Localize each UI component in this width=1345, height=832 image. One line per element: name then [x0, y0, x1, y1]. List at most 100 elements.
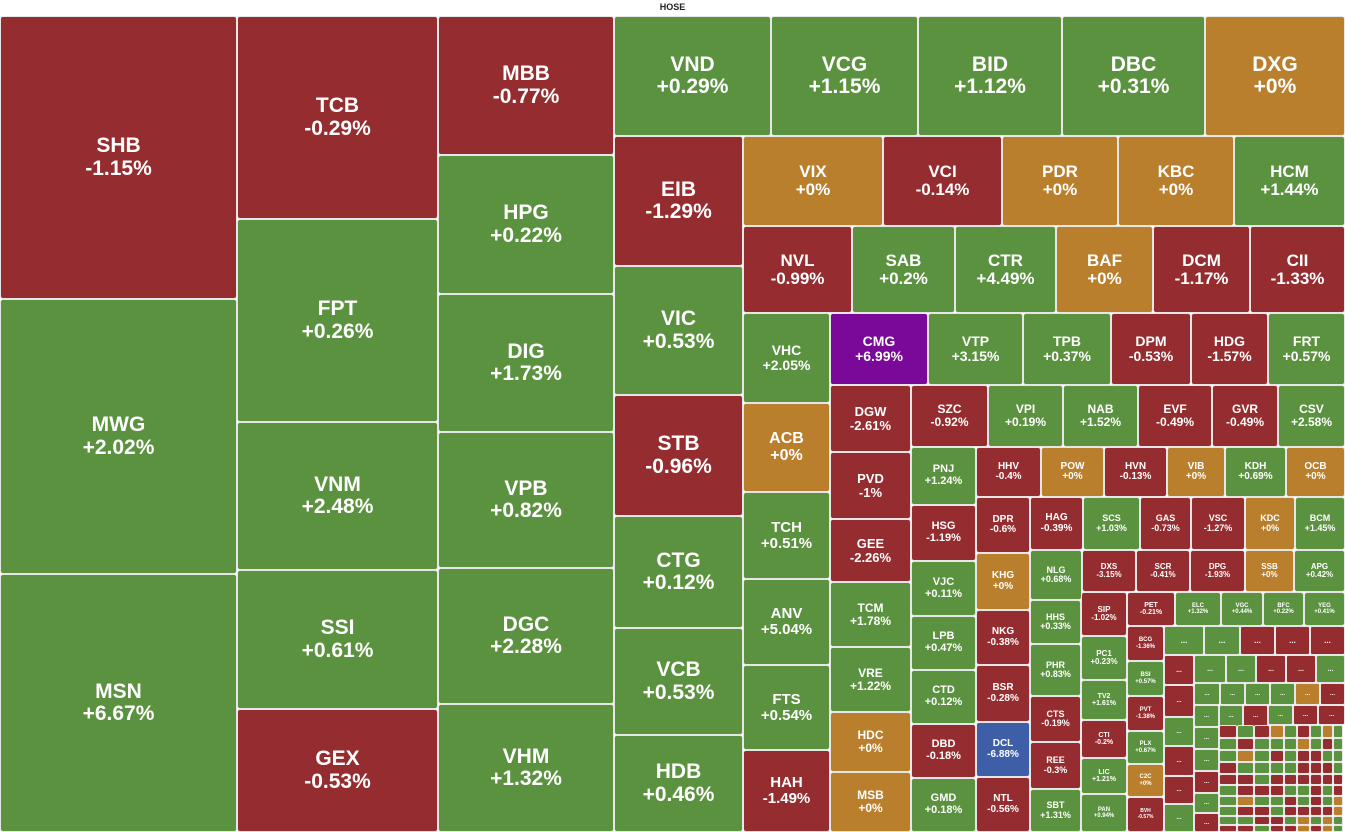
small-tile[interactable]: ... — [1268, 705, 1293, 725]
tile-dbd[interactable]: DBD -0.18% — [911, 724, 976, 778]
small-tile[interactable] — [1322, 796, 1333, 806]
tile-cts[interactable]: CTS -0.19% — [1030, 696, 1081, 742]
tile-ctr[interactable]: CTR +4.49% — [955, 226, 1056, 313]
small-tile[interactable]: ... — [1194, 793, 1219, 813]
tile-bid[interactable]: BID +1.12% — [918, 16, 1062, 136]
small-tile[interactable] — [1254, 750, 1270, 762]
small-tile[interactable] — [1270, 796, 1284, 806]
small-tile[interactable] — [1310, 774, 1322, 785]
tile-fts[interactable]: FTS +0.54% — [743, 665, 830, 750]
tile-phr[interactable]: PHR +0.83% — [1030, 644, 1081, 696]
small-tile[interactable] — [1237, 774, 1254, 785]
tile-baf[interactable]: BAF +0% — [1056, 226, 1153, 313]
tile-cmg[interactable]: CMG +6.99% — [830, 313, 928, 385]
small-tile[interactable] — [1333, 796, 1343, 806]
small-tile[interactable] — [1237, 806, 1254, 816]
small-tile[interactable] — [1310, 725, 1322, 738]
tile-dbc[interactable]: DBC +0.31% — [1062, 16, 1205, 136]
tile-vic[interactable]: VIC +0.53% — [614, 266, 743, 395]
tile-kbc[interactable]: KBC +0% — [1118, 136, 1234, 226]
small-tile[interactable] — [1322, 750, 1333, 762]
small-tile[interactable] — [1219, 785, 1237, 796]
tile-vci[interactable]: VCI -0.14% — [883, 136, 1002, 226]
small-tile[interactable] — [1219, 774, 1237, 785]
tile-hhv[interactable]: HHV -0.4% — [976, 447, 1041, 497]
small-tile[interactable] — [1237, 738, 1254, 750]
small-tile[interactable]: ... — [1270, 683, 1295, 705]
tile-ocb[interactable]: OCB +0% — [1286, 447, 1345, 497]
small-tile[interactable] — [1270, 738, 1284, 750]
tile-gee[interactable]: GEE -2.26% — [830, 519, 911, 582]
tile-vhm[interactable]: VHM +1.32% — [438, 704, 614, 832]
small-tile[interactable]: ... — [1194, 727, 1219, 749]
small-tile[interactable] — [1322, 825, 1333, 832]
small-tile[interactable] — [1297, 762, 1310, 774]
tile-dig[interactable]: DIG +1.73% — [438, 294, 614, 432]
small-tile[interactable] — [1310, 738, 1322, 750]
small-tile[interactable] — [1219, 738, 1237, 750]
tile-c2c[interactable]: C2C +0% — [1127, 764, 1164, 797]
tile-vsc[interactable]: VSC -1.27% — [1191, 497, 1245, 550]
tile-gvr[interactable]: GVR -0.49% — [1212, 385, 1278, 447]
small-tile[interactable]: ... — [1164, 685, 1194, 717]
tile-ssb[interactable]: SSB +0% — [1245, 550, 1294, 592]
small-tile[interactable] — [1322, 738, 1333, 750]
tile-vpi[interactable]: VPI +0.19% — [988, 385, 1063, 447]
small-tile[interactable] — [1333, 785, 1343, 796]
small-tile[interactable] — [1219, 806, 1237, 816]
tile-nab[interactable]: NAB +1.52% — [1063, 385, 1138, 447]
tile-vcb[interactable]: VCB +0.53% — [614, 628, 743, 735]
tile-vhc[interactable]: VHC +2.05% — [743, 313, 830, 403]
small-tile[interactable] — [1310, 796, 1322, 806]
tile-hvn[interactable]: HVN -0.13% — [1104, 447, 1167, 497]
small-tile[interactable] — [1270, 774, 1284, 785]
tile-vib[interactable]: VIB +0% — [1167, 447, 1225, 497]
small-tile[interactable] — [1237, 725, 1254, 738]
tile-kdh[interactable]: KDH +0.69% — [1225, 447, 1286, 497]
small-tile[interactable] — [1237, 816, 1254, 825]
tile-hdg[interactable]: HDG -1.57% — [1191, 313, 1268, 385]
small-tile[interactable] — [1270, 750, 1284, 762]
small-tile[interactable] — [1284, 750, 1297, 762]
tile-sab[interactable]: SAB +0.2% — [852, 226, 955, 313]
tile-bsi[interactable]: BSI +0.57% — [1127, 661, 1164, 696]
small-tile[interactable] — [1237, 785, 1254, 796]
tile-vgc[interactable]: VGC +0.44% — [1221, 592, 1263, 626]
tile-dpg[interactable]: DPG -1.93% — [1190, 550, 1245, 592]
tile-csv[interactable]: CSV +2.58% — [1278, 385, 1345, 447]
tile-mbb[interactable]: MBB -0.77% — [438, 16, 614, 155]
tile-gex[interactable]: GEX -0.53% — [237, 709, 438, 832]
tile-pet[interactable]: PET -0.21% — [1127, 592, 1175, 626]
tile-gmd[interactable]: GMD +0.18% — [911, 778, 976, 832]
small-tile[interactable]: ... — [1295, 683, 1320, 705]
tile-cii[interactable]: CII -1.33% — [1250, 226, 1345, 313]
tile-ssi[interactable]: SSI +0.61% — [237, 570, 438, 709]
tile-tpb[interactable]: TPB +0.37% — [1023, 313, 1111, 385]
small-tile[interactable]: ... — [1240, 626, 1275, 655]
tile-frt[interactable]: FRT +0.57% — [1268, 313, 1345, 385]
tile-ctd[interactable]: CTD +0.12% — [911, 670, 976, 724]
small-tile[interactable]: ... — [1226, 655, 1256, 683]
small-tile[interactable]: ... — [1194, 705, 1219, 727]
tile-msn[interactable]: MSN +6.67% — [0, 574, 237, 832]
tile-mwg[interactable]: MWG +2.02% — [0, 299, 237, 574]
small-tile[interactable]: ... — [1316, 655, 1345, 683]
small-tile[interactable] — [1297, 825, 1310, 832]
tile-szc[interactable]: SZC -0.92% — [911, 385, 988, 447]
small-tile[interactable]: ... — [1310, 626, 1345, 655]
small-tile[interactable] — [1310, 785, 1322, 796]
small-tile[interactable] — [1254, 762, 1270, 774]
small-tile[interactable] — [1284, 796, 1297, 806]
small-tile[interactable] — [1270, 806, 1284, 816]
tile-hdb[interactable]: HDB +0.46% — [614, 735, 743, 832]
small-tile[interactable]: ... — [1164, 746, 1194, 776]
small-tile[interactable]: ... — [1320, 683, 1345, 705]
small-tile[interactable]: ... — [1194, 655, 1226, 683]
small-tile[interactable] — [1219, 796, 1237, 806]
tile-dcm[interactable]: DCM -1.17% — [1153, 226, 1250, 313]
small-tile[interactable] — [1219, 825, 1237, 832]
small-tile[interactable]: ... — [1164, 776, 1194, 804]
tile-khg[interactable]: KHG +0% — [976, 553, 1030, 610]
small-tile[interactable]: ... — [1194, 683, 1220, 705]
small-tile[interactable] — [1297, 816, 1310, 825]
